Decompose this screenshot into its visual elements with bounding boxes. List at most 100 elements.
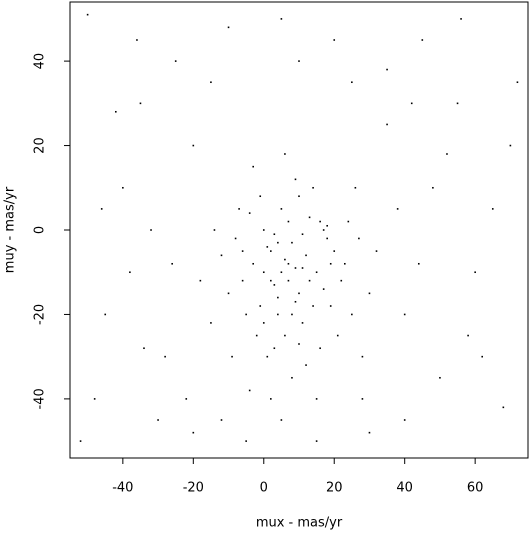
point bbox=[386, 68, 388, 71]
point bbox=[284, 334, 286, 337]
point bbox=[248, 389, 251, 392]
point bbox=[319, 347, 321, 350]
point bbox=[474, 271, 476, 274]
point bbox=[104, 313, 107, 316]
point bbox=[516, 81, 519, 84]
point bbox=[213, 229, 216, 231]
point bbox=[467, 334, 469, 337]
point bbox=[115, 110, 117, 113]
point bbox=[333, 39, 336, 41]
point bbox=[326, 237, 328, 240]
x-tick-label: 40 bbox=[396, 481, 413, 496]
point bbox=[361, 355, 364, 358]
point bbox=[291, 241, 293, 244]
x-tick-label: 0 bbox=[260, 481, 268, 496]
point bbox=[294, 300, 297, 303]
point bbox=[432, 186, 434, 189]
point bbox=[273, 233, 276, 236]
point bbox=[322, 288, 325, 290]
point bbox=[481, 355, 483, 358]
point bbox=[298, 343, 300, 345]
point bbox=[284, 258, 286, 261]
point bbox=[266, 355, 269, 358]
y-tick-label: -20 bbox=[33, 304, 48, 325]
point bbox=[262, 322, 265, 324]
point bbox=[245, 440, 247, 442]
point bbox=[421, 39, 424, 41]
point bbox=[319, 220, 321, 223]
point bbox=[291, 313, 293, 316]
point bbox=[192, 431, 195, 434]
x-tick-label: -20 bbox=[183, 481, 204, 496]
x-axis-label: mux - mas/yr bbox=[256, 516, 343, 531]
point bbox=[255, 334, 258, 337]
x-tick-label: 60 bbox=[467, 481, 484, 496]
point bbox=[171, 262, 173, 265]
point bbox=[220, 254, 223, 257]
point bbox=[231, 355, 233, 358]
point bbox=[277, 241, 279, 244]
point bbox=[456, 102, 459, 105]
y-tick-label: 40 bbox=[33, 53, 48, 70]
point bbox=[329, 305, 332, 307]
point bbox=[266, 246, 269, 248]
point bbox=[280, 419, 283, 421]
point bbox=[368, 431, 371, 434]
point bbox=[358, 237, 360, 240]
point bbox=[329, 262, 332, 265]
point bbox=[298, 292, 300, 295]
point bbox=[291, 376, 293, 379]
point bbox=[305, 364, 307, 366]
point bbox=[220, 419, 223, 421]
x-tick-label: 20 bbox=[326, 481, 343, 496]
point bbox=[185, 398, 188, 400]
point bbox=[248, 212, 251, 214]
point bbox=[375, 250, 378, 252]
point bbox=[287, 262, 290, 265]
point bbox=[150, 229, 152, 231]
point bbox=[280, 271, 283, 274]
point bbox=[344, 262, 346, 265]
point bbox=[280, 208, 283, 210]
point bbox=[298, 60, 300, 62]
point bbox=[396, 208, 399, 210]
point bbox=[439, 376, 441, 379]
point bbox=[315, 271, 318, 274]
point bbox=[234, 237, 237, 240]
point bbox=[287, 279, 290, 282]
point bbox=[192, 144, 195, 147]
y-tick-label: 0 bbox=[33, 226, 48, 234]
point bbox=[301, 322, 304, 324]
point bbox=[277, 313, 279, 316]
point bbox=[287, 220, 290, 223]
point bbox=[259, 195, 262, 198]
point bbox=[280, 18, 283, 20]
point bbox=[199, 279, 202, 282]
point bbox=[245, 313, 247, 316]
point bbox=[351, 313, 353, 316]
point bbox=[174, 60, 177, 62]
point bbox=[368, 292, 371, 295]
y-tick-label: 20 bbox=[33, 137, 48, 154]
point bbox=[312, 305, 314, 307]
point bbox=[298, 195, 300, 198]
point bbox=[460, 18, 462, 20]
point bbox=[262, 271, 265, 274]
point bbox=[509, 144, 512, 147]
point bbox=[410, 102, 413, 105]
point bbox=[326, 224, 328, 227]
point bbox=[322, 229, 325, 231]
point bbox=[86, 13, 89, 16]
y-tick-label: -40 bbox=[33, 388, 48, 409]
point bbox=[361, 398, 364, 400]
point bbox=[241, 279, 244, 282]
point bbox=[354, 186, 357, 189]
point bbox=[259, 305, 262, 307]
point bbox=[136, 39, 138, 41]
point bbox=[273, 284, 276, 286]
point bbox=[79, 440, 82, 442]
y-axis-label: muy - mas/yr bbox=[3, 186, 18, 273]
point bbox=[502, 406, 505, 409]
point bbox=[312, 186, 314, 189]
